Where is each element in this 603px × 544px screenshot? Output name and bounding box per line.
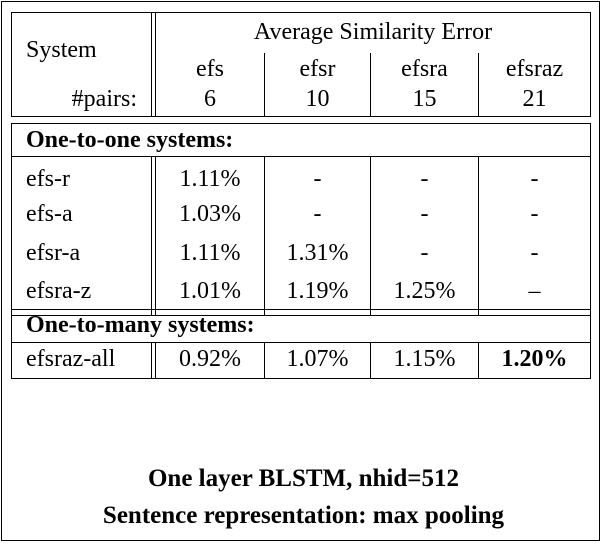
column-header-efsr: efsr (299, 56, 336, 82)
column-divider (370, 156, 371, 315)
column-divider (151, 342, 152, 378)
value-cell: - (530, 240, 539, 266)
value-cell: 1.11% (179, 166, 241, 192)
caption-line-2: Sentence representation: max pooling (102, 502, 505, 529)
section-title: One-to-many systems: (26, 312, 255, 338)
column-header-efsraz: efsraz (505, 56, 564, 82)
column-divider (370, 342, 371, 378)
value-cell: 1.15% (393, 346, 456, 372)
pairs-label: #pairs: (71, 86, 137, 112)
value-cell: 1.11% (179, 240, 241, 266)
value-cell: - (420, 240, 429, 266)
value-cell: 1.31% (286, 240, 349, 266)
column-divider (478, 156, 479, 315)
value-cell: 1.03% (179, 201, 241, 227)
system-name: efsra-z (26, 278, 92, 304)
column-header-efs: efs (196, 56, 224, 82)
table-header: System #pairs: Average Similarity Error … (11, 12, 591, 117)
system-name: efsr-a (26, 240, 81, 266)
column-divider (155, 156, 156, 315)
pairs-count: 15 (412, 86, 437, 112)
value-cell: 0.92% (179, 346, 241, 372)
section-title-row: One-to-many systems: (12, 310, 590, 343)
column-divider (264, 342, 265, 378)
column-divider (370, 53, 371, 116)
pairs-count: 10 (305, 86, 330, 112)
system-header: System (26, 37, 97, 63)
caption-line-1: One layer BLSTM, nhid=512 (147, 465, 460, 492)
value-cell: - (530, 201, 539, 227)
section-title: One-to-one systems: (26, 127, 234, 153)
system-name: efs-r (26, 166, 70, 192)
column-divider (264, 156, 265, 315)
value-cell: - (530, 166, 539, 192)
column-divider (151, 156, 152, 315)
system-name: efsraz-all (26, 346, 116, 372)
group-title: Average Similarity Error (253, 19, 493, 45)
value-cell: – (528, 278, 541, 304)
column-divider (155, 342, 156, 378)
value-cell: - (420, 201, 429, 227)
value-cell: - (420, 166, 429, 192)
pairs-count: 21 (522, 86, 547, 112)
column-divider (478, 53, 479, 116)
best-value-cell: 1.20% (501, 346, 568, 372)
value-cell: 1.19% (286, 278, 349, 304)
value-cell: 1.07% (286, 346, 349, 372)
column-divider (478, 342, 479, 378)
section-title-row: One-to-one systems: (12, 124, 590, 157)
column-divider (151, 13, 152, 116)
value-cell: - (313, 201, 322, 227)
value-cell: - (313, 166, 322, 192)
column-divider (264, 53, 265, 116)
pairs-count: 6 (204, 86, 216, 112)
one-to-one-section: One-to-one systems: efs-r 1.11% - - - ef… (11, 123, 591, 316)
value-cell: 1.01% (179, 278, 241, 304)
system-name: efs-a (26, 201, 73, 227)
column-divider (155, 13, 156, 116)
column-header-efsra: efsra (401, 56, 448, 82)
one-to-many-section: One-to-many systems: efsraz-all 0.92% 1.… (11, 309, 591, 379)
value-cell: 1.25% (393, 278, 456, 304)
